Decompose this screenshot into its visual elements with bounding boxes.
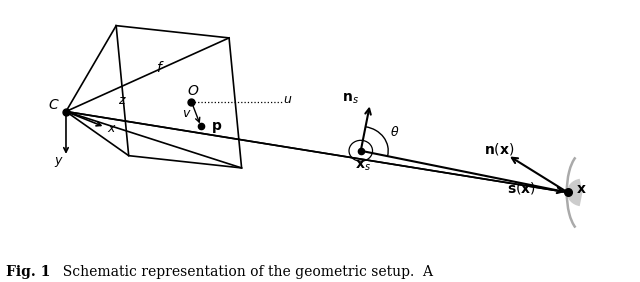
- Text: $\mathbf{x}$: $\mathbf{x}$: [576, 182, 587, 196]
- Text: $z$: $z$: [118, 94, 127, 107]
- Text: $\mathbf{n}(\mathbf{x})$: $\mathbf{n}(\mathbf{x})$: [484, 141, 515, 157]
- Text: $x$: $x$: [107, 122, 117, 135]
- Text: $\mathbf{p}$: $\mathbf{p}$: [211, 120, 222, 135]
- Text: $\mathbf{n}_s$: $\mathbf{n}_s$: [342, 91, 359, 106]
- Text: $v$: $v$: [182, 107, 191, 120]
- Text: $O$: $O$: [188, 84, 200, 98]
- Text: $C$: $C$: [49, 98, 60, 113]
- Text: Fig. 1: Fig. 1: [6, 265, 51, 279]
- Text: $f$: $f$: [156, 60, 164, 75]
- Text: $\mathbf{x}_s$: $\mathbf{x}_s$: [355, 158, 371, 173]
- Text: $\mathbf{s}(\mathbf{x})$: $\mathbf{s}(\mathbf{x})$: [507, 180, 536, 196]
- Text: $y$: $y$: [54, 155, 64, 169]
- Text: Schematic representation of the geometric setup.  A: Schematic representation of the geometri…: [54, 265, 433, 279]
- Text: $\theta$: $\theta$: [390, 125, 400, 139]
- Wedge shape: [567, 179, 582, 206]
- Text: $u$: $u$: [283, 93, 292, 106]
